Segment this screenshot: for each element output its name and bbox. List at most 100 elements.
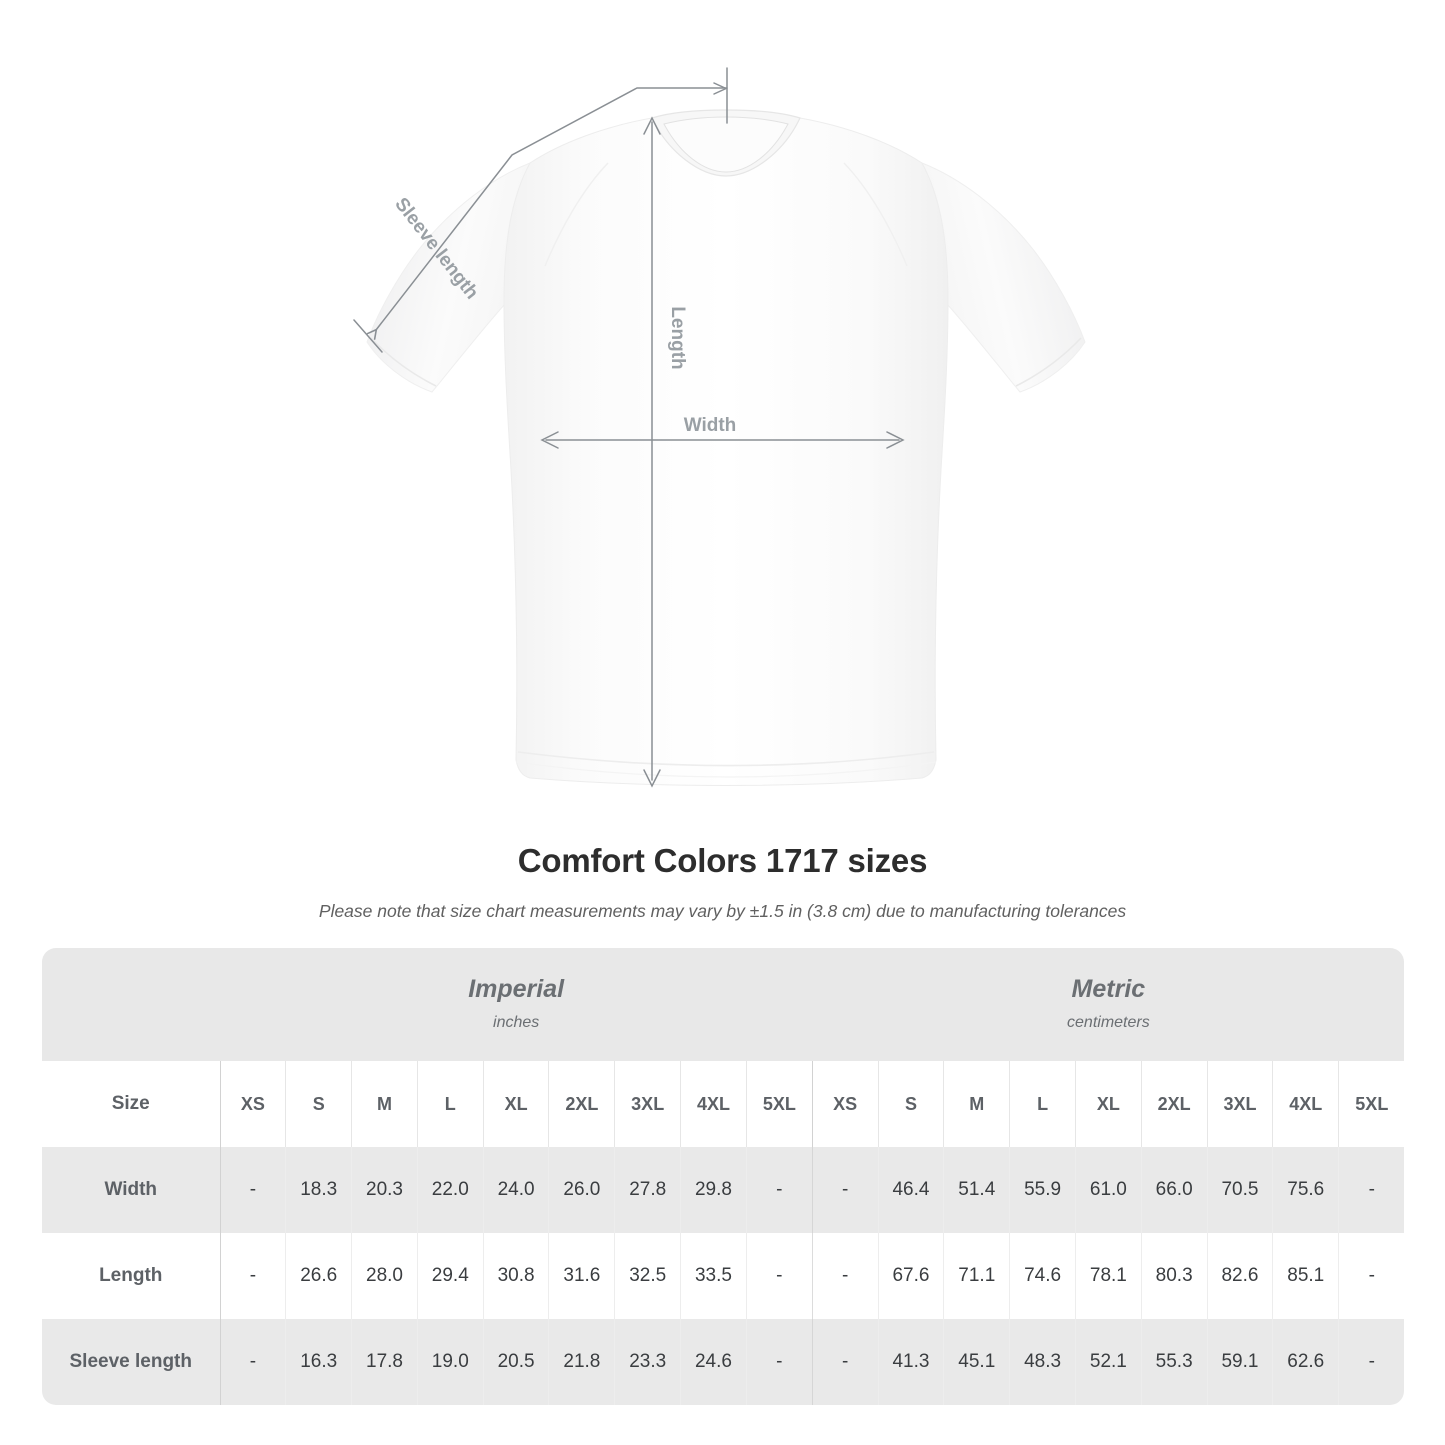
cell-metric: 67.6 [877, 1233, 944, 1319]
row-label-sleeve-length: Sleeve length [42, 1319, 220, 1405]
size-col-imperial-xl[interactable]: XL [482, 1061, 549, 1147]
cell-metric: - [811, 1319, 879, 1405]
cell-metric: 66.0 [1140, 1147, 1208, 1233]
cell-imperial: 26.0 [548, 1147, 615, 1233]
unit-banner-spacer [42, 948, 220, 1061]
collar-opening [663, 116, 789, 173]
table-row: Length -26.6 28.0 29.4 30.8 31.6 32.5 33.5- -67.… [42, 1233, 1405, 1319]
cell-metric: 51.4 [943, 1147, 1010, 1233]
size-col-imperial-3xl[interactable]: 3XL [614, 1061, 681, 1147]
sleeve-length-tick-bottom [353, 319, 383, 353]
table-row: Sleeve length -16.3 17.8 19.0 20.5 21.8 23.3 24… [42, 1319, 1405, 1405]
size-col-metric-2xl[interactable]: 2XL [1140, 1061, 1208, 1147]
left-shoulder-seam [544, 162, 609, 267]
unit-group-name: Imperial [468, 975, 565, 1003]
cell-imperial: - [219, 1233, 286, 1319]
cell-metric: 45.1 [943, 1319, 1010, 1405]
size-col-imperial-4xl[interactable]: 4XL [680, 1061, 747, 1147]
cell-metric: 46.4 [877, 1147, 944, 1233]
title-block: Comfort Colors 1717 sizes Please note th… [0, 840, 1445, 923]
size-col-metric-4xl[interactable]: 4XL [1272, 1061, 1339, 1147]
cell-imperial: 20.5 [482, 1319, 549, 1405]
cell-imperial: - [745, 1233, 813, 1319]
right-shoulder-seam [843, 162, 908, 267]
cell-metric: - [1338, 1147, 1405, 1233]
size-chart-table: Imperial inches Metric centimeters Size XS S M L… [42, 948, 1405, 1405]
cell-metric: - [811, 1233, 879, 1319]
length-arrowhead-top [643, 116, 661, 135]
unit-group-metric: Metric centimeters [812, 948, 1405, 1061]
cell-metric: 52.1 [1074, 1319, 1142, 1405]
unit-group-sub: inches [493, 1014, 540, 1031]
cell-imperial: 30.8 [482, 1233, 549, 1319]
cell-imperial: 32.5 [614, 1233, 681, 1319]
cell-metric: - [1338, 1233, 1405, 1319]
shirt-body [503, 112, 949, 786]
size-col-imperial-s[interactable]: S [285, 1061, 352, 1147]
size-col-imperial-2xl[interactable]: 2XL [548, 1061, 615, 1147]
cell-metric: 78.1 [1074, 1233, 1142, 1319]
width-label: Width [684, 415, 737, 436]
sleeve-length-arrowhead-top [713, 82, 728, 95]
size-col-metric-m[interactable]: M [943, 1061, 1010, 1147]
cell-imperial: - [745, 1147, 813, 1233]
cell-imperial: 18.3 [285, 1147, 352, 1233]
cell-metric: - [1338, 1319, 1405, 1405]
size-col-metric-l[interactable]: L [1009, 1061, 1076, 1147]
cell-imperial: - [219, 1319, 286, 1405]
cell-metric: 74.6 [1009, 1233, 1076, 1319]
cell-imperial: - [745, 1319, 813, 1405]
size-header-label: Size [42, 1061, 220, 1147]
cell-metric: 80.3 [1140, 1233, 1208, 1319]
cell-imperial: 28.0 [351, 1233, 418, 1319]
tolerance-note: Please note that size chart measurements… [318, 901, 1127, 921]
cell-imperial: - [219, 1147, 286, 1233]
size-col-imperial-l[interactable]: L [416, 1061, 484, 1147]
cell-imperial: 27.8 [614, 1147, 681, 1233]
size-header-row: Size XS S M L XL 2XL 3XL 4XL 5XL XS S M L XL 2XL 3XL 4XL 5… [42, 1061, 1405, 1147]
tshirt-illustration: Sleeve length Length Width [353, 67, 1086, 788]
length-arrowhead-bottom [643, 769, 661, 788]
width-measure [540, 431, 905, 449]
unit-group-name: Metric [1071, 975, 1146, 1003]
cell-imperial: 16.3 [285, 1319, 352, 1405]
cell-imperial: 31.6 [548, 1233, 615, 1319]
sleeve-length-measure [353, 67, 728, 353]
row-label-length: Length [42, 1233, 220, 1319]
length-label: Length [667, 306, 688, 369]
width-arrowhead-left [540, 431, 559, 449]
length-measure [643, 116, 661, 788]
cell-metric: 55.9 [1009, 1147, 1076, 1233]
cell-metric: 75.6 [1272, 1147, 1339, 1233]
size-col-metric-xs[interactable]: XS [811, 1061, 879, 1147]
cell-imperial: 33.5 [680, 1233, 747, 1319]
size-col-metric-3xl[interactable]: 3XL [1206, 1061, 1273, 1147]
row-label-width: Width [42, 1147, 220, 1233]
cell-metric: 59.1 [1206, 1319, 1273, 1405]
cell-metric: 61.0 [1074, 1147, 1142, 1233]
cell-imperial: 24.6 [680, 1319, 747, 1405]
cell-imperial: 20.3 [351, 1147, 418, 1233]
cell-imperial: 29.8 [680, 1147, 747, 1233]
size-col-imperial-xs[interactable]: XS [219, 1061, 286, 1147]
cell-metric: 48.3 [1009, 1319, 1076, 1405]
cell-metric: 70.5 [1206, 1147, 1273, 1233]
size-col-metric-5xl[interactable]: 5XL [1338, 1061, 1405, 1147]
size-col-imperial-m[interactable]: M [351, 1061, 418, 1147]
left-sleeve-hem [370, 337, 437, 387]
tshirt-shape [366, 109, 1086, 786]
cell-imperial: 17.8 [351, 1319, 418, 1405]
cell-imperial: 29.4 [416, 1233, 484, 1319]
unit-group-imperial: Imperial inches [220, 948, 813, 1061]
right-sleeve-hem [1015, 337, 1082, 387]
size-col-imperial-5xl[interactable]: 5XL [745, 1061, 813, 1147]
cell-metric: 85.1 [1272, 1233, 1339, 1319]
cell-imperial: 26.6 [285, 1233, 352, 1319]
unit-banner-row: Imperial inches Metric centimeters [42, 948, 1405, 1061]
size-col-metric-s[interactable]: S [877, 1061, 944, 1147]
cell-metric: 55.3 [1140, 1319, 1208, 1405]
bottom-hem [517, 751, 935, 767]
cell-imperial: 22.0 [416, 1147, 484, 1233]
size-col-metric-xl[interactable]: XL [1074, 1061, 1142, 1147]
cell-imperial: 23.3 [614, 1319, 681, 1405]
